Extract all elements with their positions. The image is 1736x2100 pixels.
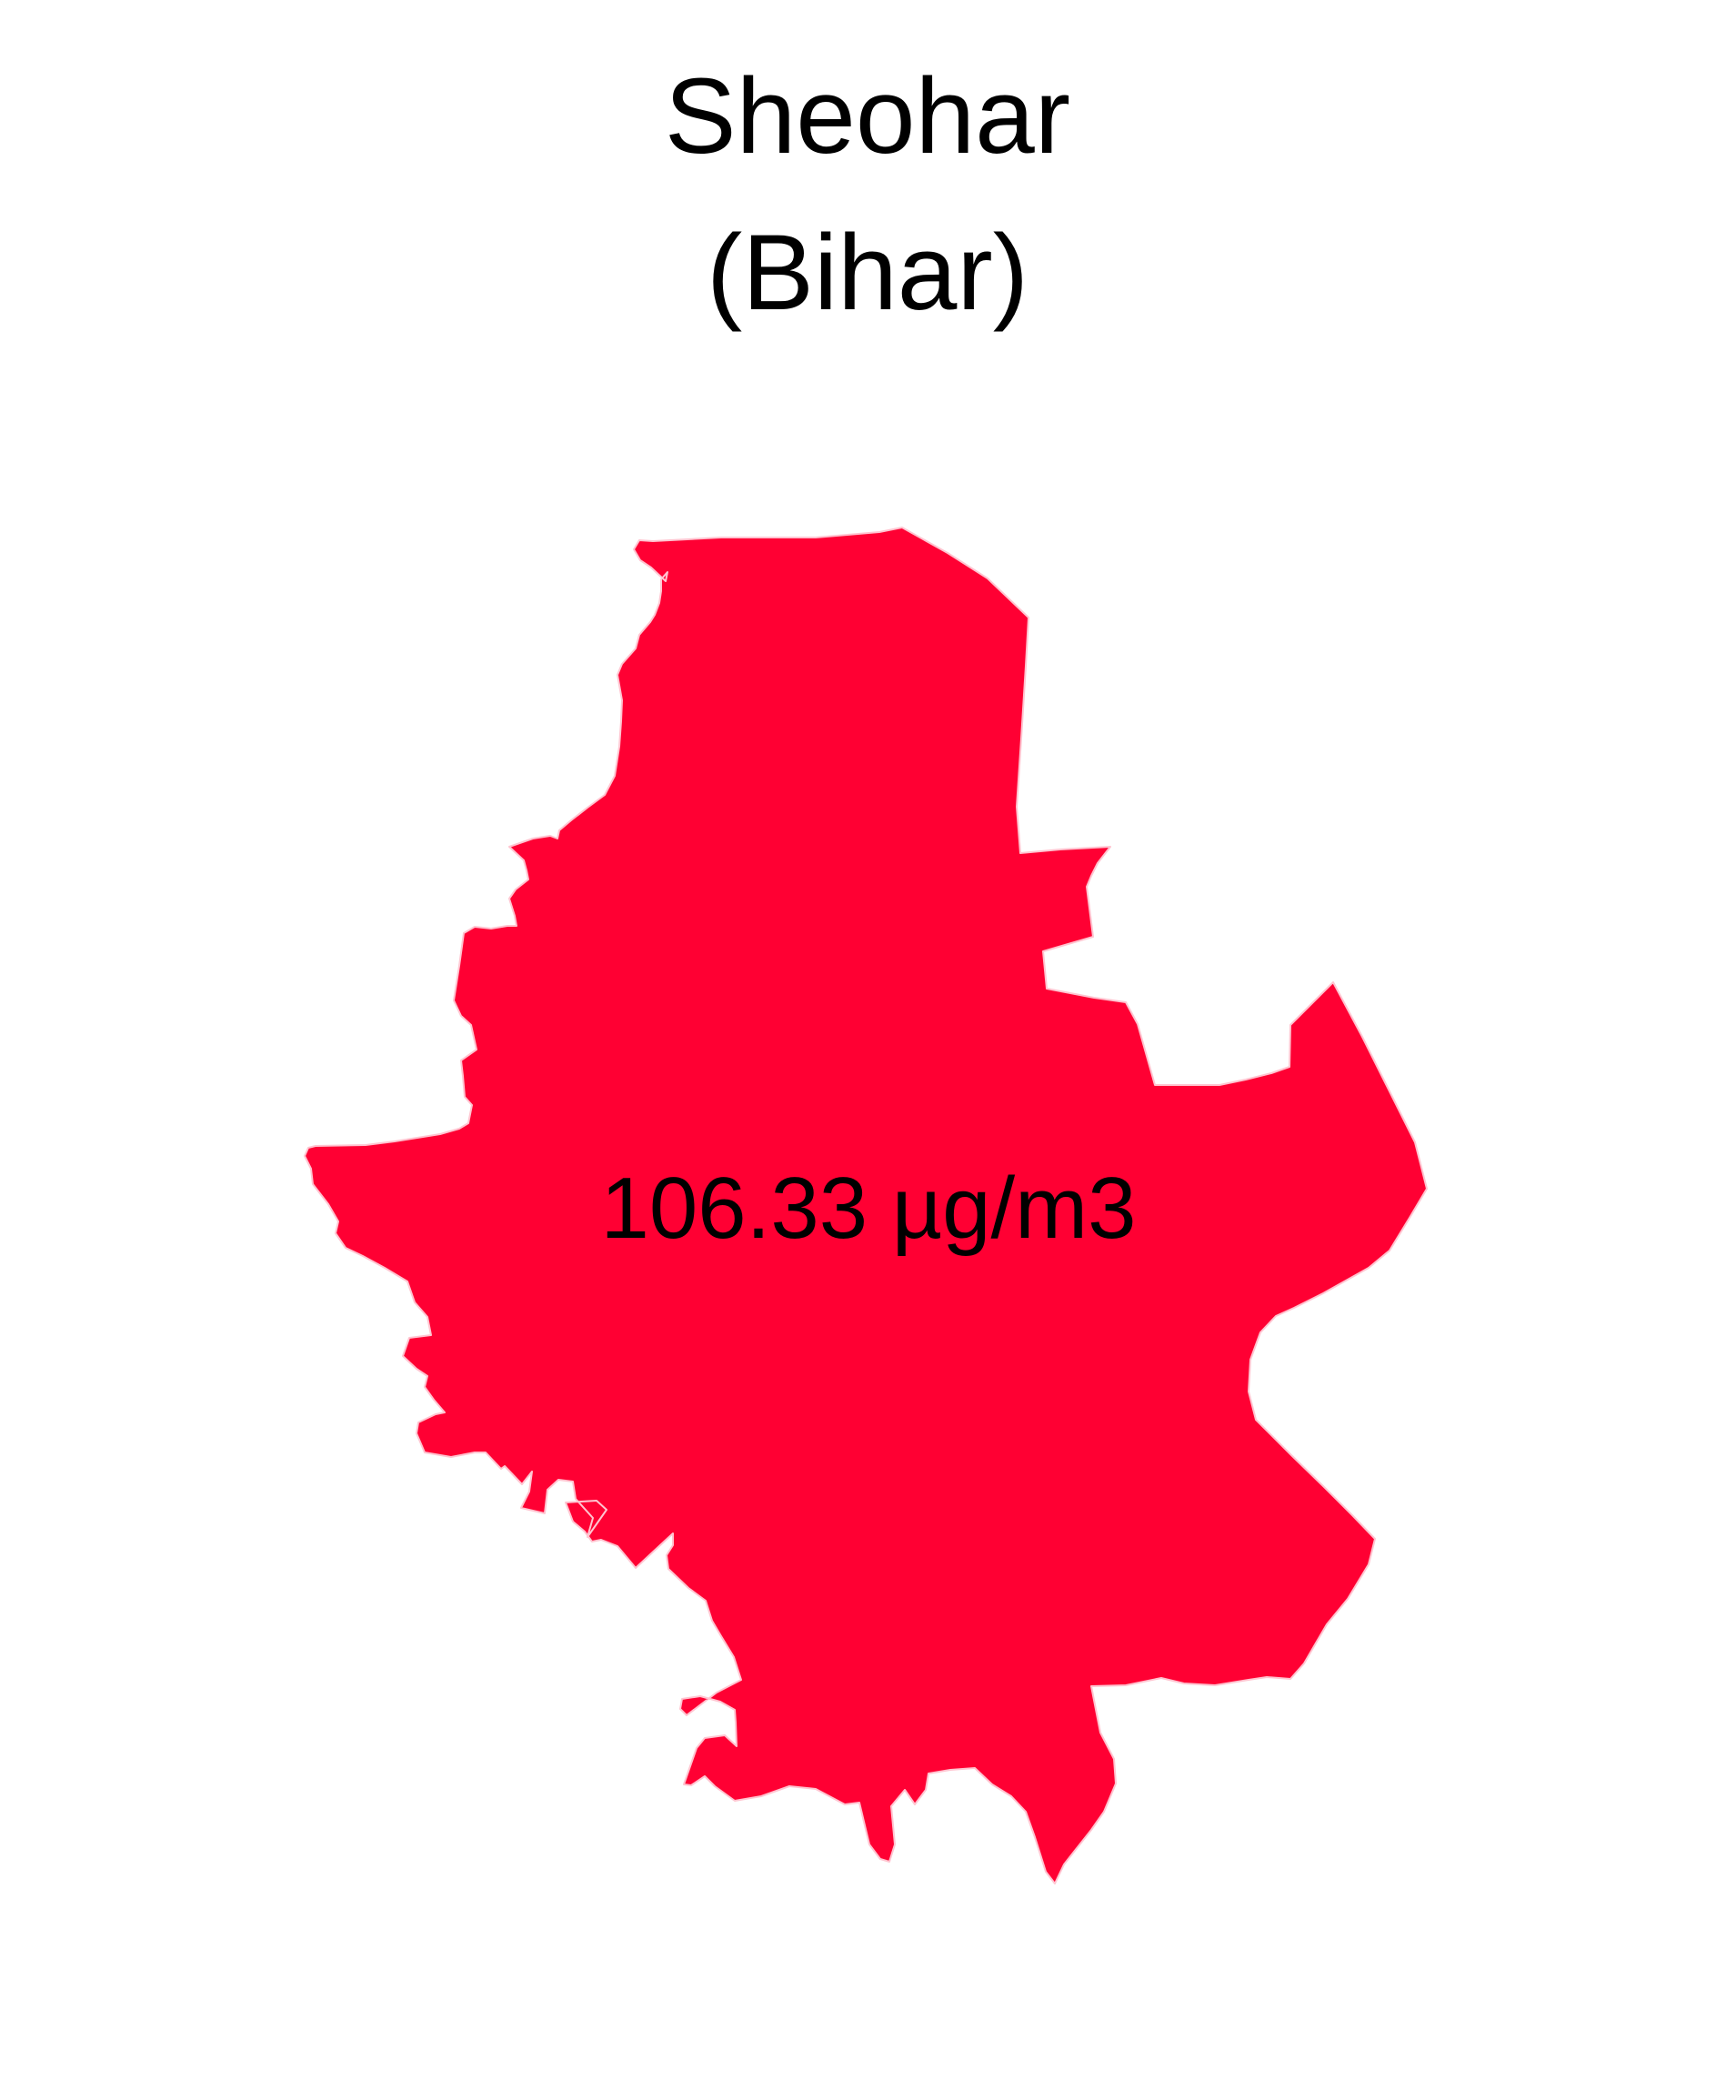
map-title: Sheohar — [665, 56, 1070, 176]
map-subtitle: (Bihar) — [707, 213, 1029, 333]
district-shape-sheohar[interactable] — [304, 527, 1428, 1884]
district-value-label: 106.33 µg/m3 — [600, 1160, 1136, 1257]
